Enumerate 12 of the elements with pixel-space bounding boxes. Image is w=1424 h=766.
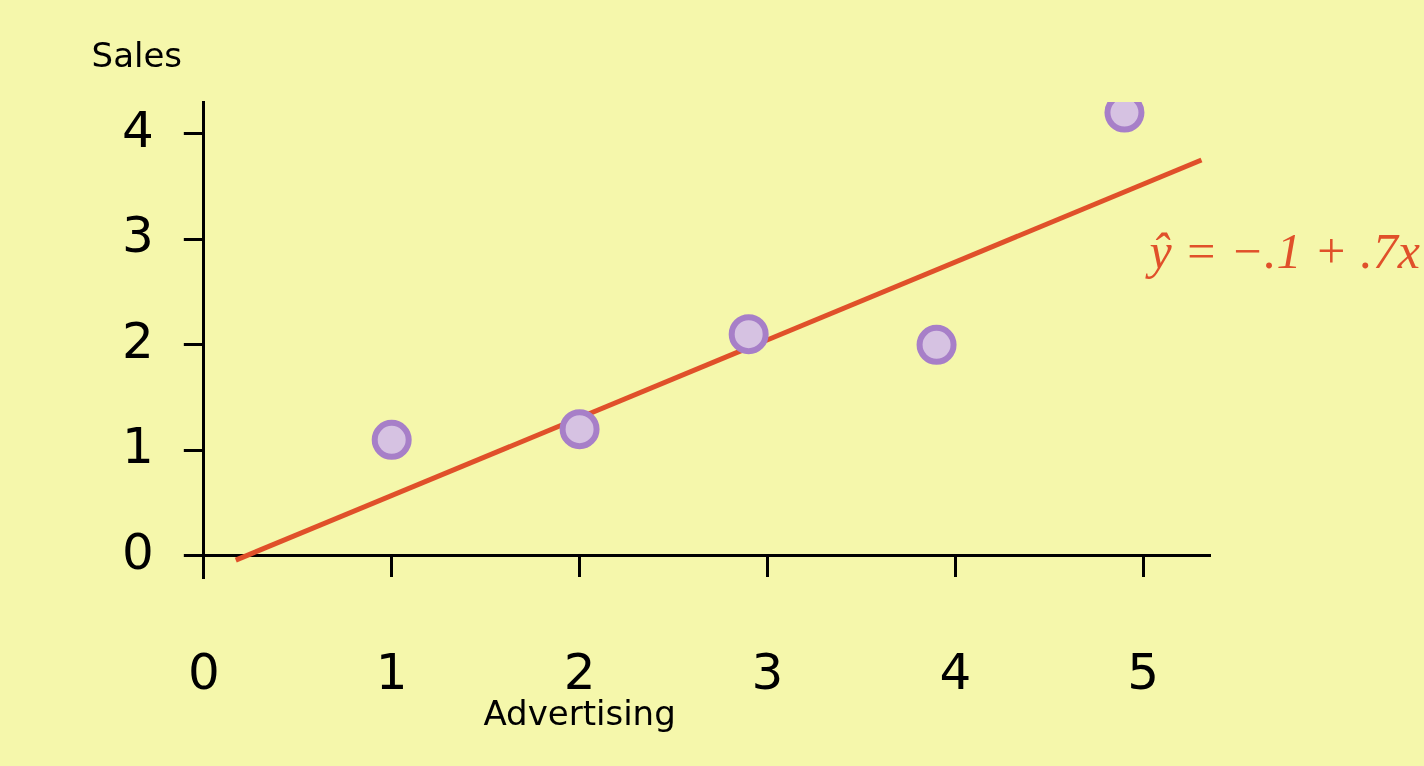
x-tick-label: 1 [375, 642, 408, 701]
x-tick-label: 3 [751, 642, 784, 701]
y-tick-label: 0 [122, 522, 154, 581]
x-tick-label: 4 [939, 642, 972, 701]
y-tick-label: 3 [122, 206, 154, 265]
annotation: ŷ = −.1 + .7x [1144, 223, 1420, 280]
y-tick-label: 4 [122, 100, 154, 159]
x-tick-label: 0 [187, 642, 220, 701]
y-tick-label: 1 [122, 417, 154, 476]
x-tick-label: 5 [1127, 642, 1160, 701]
y-axis-title: Sales [91, 34, 183, 75]
y-tick-label: 2 [122, 311, 154, 370]
